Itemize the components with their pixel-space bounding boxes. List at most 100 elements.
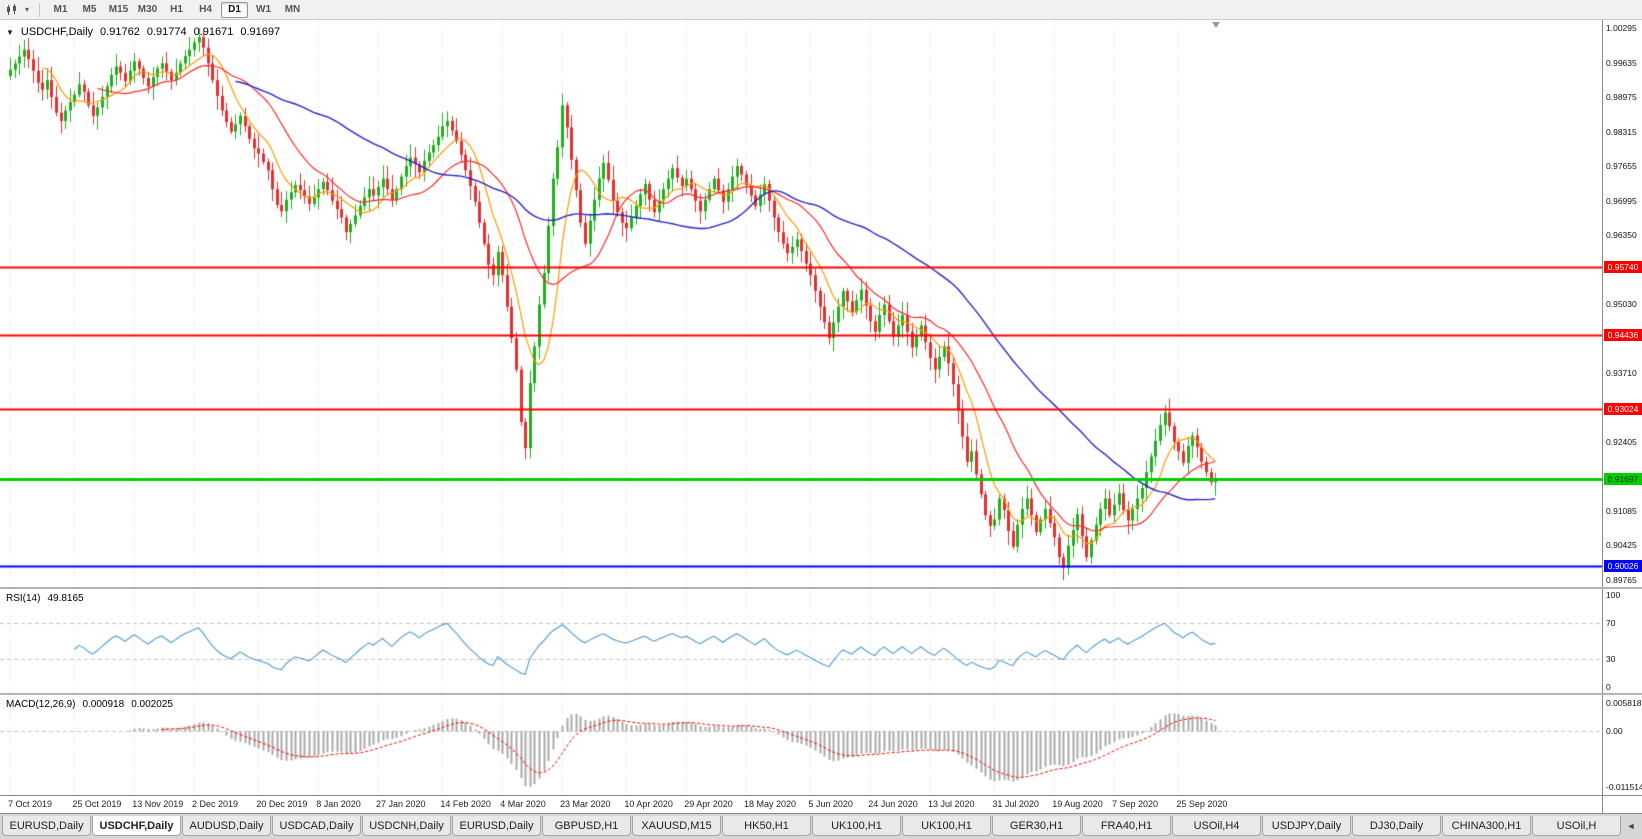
price-tick-label: 0.96350 bbox=[1606, 229, 1637, 240]
chart-tab-china300-h1[interactable]: CHINA300,H1 bbox=[1442, 816, 1531, 836]
date-tick-label: 7 Oct 2019 bbox=[8, 799, 53, 809]
chart-tab-usdcad-daily[interactable]: USDCAD,Daily bbox=[272, 816, 361, 836]
price-axis[interactable]: 1.00295 0.99635 0.98975 0.98315 0.97655 0.969… bbox=[1602, 20, 1642, 587]
chart-shift-marker[interactable] bbox=[1212, 22, 1220, 28]
open-value: 0.91762 bbox=[100, 26, 140, 38]
timeframe-button-D1[interactable]: D1 bbox=[221, 1, 248, 18]
toolbar-separator bbox=[39, 2, 40, 17]
chart-tab-fra40-h1[interactable]: FRA40,H1 bbox=[1082, 816, 1171, 836]
date-tick-label: 25 Sep 2020 bbox=[1176, 799, 1228, 809]
price-tick-label: 0.98975 bbox=[1606, 92, 1637, 103]
price-tick-label: 1.00295 bbox=[1606, 23, 1637, 33]
chart-tab-usoil-h4[interactable]: USOil,H4 bbox=[1172, 816, 1261, 836]
timeframe-button-W1[interactable]: W1 bbox=[256, 4, 271, 15]
timeframe-button-H4[interactable]: H4 bbox=[199, 4, 212, 15]
date-tick-label: 4 Mar 2020 bbox=[500, 799, 546, 809]
chart-tab-hk50-h1[interactable]: HK50,H1 bbox=[722, 816, 811, 836]
timeframe-button-M30[interactable]: M30 bbox=[137, 4, 158, 15]
date-tick-label: 14 Feb 2020 bbox=[440, 799, 491, 809]
date-tick-label: 2 Dec 2019 bbox=[192, 799, 239, 809]
tab-scroll-left-icon[interactable]: ◄ bbox=[1626, 821, 1636, 831]
date-tick-label: 23 Mar 2020 bbox=[560, 799, 611, 809]
macd-tick-label: 0.00 bbox=[1606, 726, 1623, 737]
price-level-tag: 0.95740 bbox=[1604, 260, 1642, 273]
chart-tab-usdjpy-daily[interactable]: USDJPY,Daily bbox=[1262, 816, 1351, 836]
macd-pane[interactable]: MACD(12,26,9) 0.000918 0.002025 bbox=[0, 695, 1602, 795]
pane-separator[interactable] bbox=[0, 693, 1642, 695]
close-value: 0.91697 bbox=[240, 26, 281, 38]
price-tick-label: 0.90425 bbox=[1606, 540, 1637, 551]
price-chart-canvas[interactable] bbox=[0, 20, 1602, 587]
date-tick-label: 13 Nov 2019 bbox=[132, 799, 184, 809]
chart-tab-eurusd-daily[interactable]: EURUSD,Daily bbox=[452, 816, 541, 836]
timeframe-button-group: M1 M5 M15 M30 H1 H4 D1 W1 MN bbox=[47, 1, 306, 18]
macd-chart-canvas[interactable] bbox=[0, 695, 1602, 795]
price-pane[interactable]: ▼ USDCHF,Daily 0.91762 0.91774 0.91671 0… bbox=[0, 20, 1602, 587]
rsi-tick-label: 70 bbox=[1606, 617, 1616, 628]
chart-tab-gbpusd-h1[interactable]: GBPUSD,H1 bbox=[542, 816, 631, 836]
axis-corner bbox=[1602, 795, 1642, 813]
price-tick-label: 0.89765 bbox=[1606, 575, 1637, 585]
timeframe-button-M15[interactable]: M15 bbox=[108, 4, 129, 15]
macd-name: MACD(12,26,9) bbox=[6, 699, 76, 710]
price-tick-label: 0.92405 bbox=[1606, 436, 1637, 447]
price-level-tag: 0.90026 bbox=[1604, 560, 1642, 573]
rsi-value: 49.8165 bbox=[47, 593, 84, 604]
rsi-chart-canvas[interactable] bbox=[0, 589, 1602, 693]
chart-tab-audusd-daily[interactable]: AUDUSD,Daily bbox=[182, 816, 271, 836]
rsi-tick-label: 0 bbox=[1606, 682, 1611, 692]
timeframe-button-MN[interactable]: MN bbox=[284, 4, 301, 15]
rsi-pane[interactable]: RSI(14) 49.8165 bbox=[0, 589, 1602, 693]
chart-tab-dj30-daily[interactable]: DJ30,Daily bbox=[1352, 816, 1441, 836]
low-value: 0.91671 bbox=[193, 26, 234, 38]
chart-tab-eurusd-daily[interactable]: EURUSD,Daily bbox=[2, 816, 91, 836]
chart-tab-usdchf-daily[interactable]: USDCHF,Daily bbox=[92, 816, 181, 836]
date-tick-label: 13 Jul 2020 bbox=[928, 799, 975, 809]
price-tick-label: 0.97655 bbox=[1606, 161, 1637, 172]
symbol-quick-nav-icon[interactable]: ▼ bbox=[6, 27, 14, 37]
macd-main-value: 0.000918 bbox=[82, 699, 125, 710]
chart-tab-uk100-h1[interactable]: UK100,H1 bbox=[812, 816, 901, 836]
timeframe-button-H1[interactable]: H1 bbox=[170, 4, 183, 15]
macd-tick-label: 0.005818 bbox=[1606, 698, 1642, 708]
chart-candles-icon[interactable] bbox=[4, 2, 20, 18]
timeframe-toolbar: ▾ M1 M5 M15 M30 H1 H4 D1 W1 MN bbox=[0, 0, 1642, 20]
high-value: 0.91774 bbox=[146, 26, 187, 38]
date-tick-label: 18 May 2020 bbox=[744, 799, 797, 809]
price-level-tag: 0.93024 bbox=[1604, 403, 1642, 416]
date-tick-label: 5 Jun 2020 bbox=[808, 799, 853, 809]
date-tick-label: 25 Oct 2019 bbox=[72, 799, 122, 809]
date-tick-label: 27 Jan 2020 bbox=[376, 799, 426, 809]
timeframe-button-M1[interactable]: M1 bbox=[53, 4, 68, 15]
chart-tab-ger30-h1[interactable]: GER30,H1 bbox=[992, 816, 1081, 836]
chart-tab-xauusd-m15[interactable]: XAUUSD,M15 bbox=[632, 816, 721, 836]
date-tick-label: 10 Apr 2020 bbox=[624, 799, 673, 809]
time-axis[interactable]: 7 Oct 2019 25 Oct 2019 13 Nov 2019 2 Dec 20… bbox=[0, 795, 1602, 813]
chart-tab-uk100-h1[interactable]: UK100,H1 bbox=[902, 816, 991, 836]
rsi-tick-label: 30 bbox=[1606, 654, 1616, 665]
chart-tab-usdcnh-daily[interactable]: USDCNH,Daily bbox=[362, 816, 451, 836]
price-tick-label: 0.93710 bbox=[1606, 368, 1637, 379]
price-tick-label: 0.98315 bbox=[1606, 126, 1637, 137]
macd-indicator-label: MACD(12,26,9) 0.000918 0.002025 bbox=[6, 699, 173, 710]
chart-ohlc-header: ▼ USDCHF,Daily 0.91762 0.91774 0.91671 0… bbox=[6, 26, 280, 38]
timeframe-button-M5[interactable]: M5 bbox=[82, 4, 97, 15]
rsi-axis: 100 70 30 0 bbox=[1602, 589, 1642, 693]
date-tick-label: 24 Jun 2020 bbox=[868, 799, 918, 809]
macd-tick-label: -0.011514 bbox=[1606, 782, 1642, 792]
price-level-tag: 0.91697 bbox=[1604, 472, 1642, 485]
price-tick-label: 0.96995 bbox=[1606, 195, 1637, 206]
date-tick-label: 7 Sep 2020 bbox=[1112, 799, 1159, 809]
pane-separator[interactable] bbox=[0, 587, 1642, 589]
date-tick-label: 31 Jul 2020 bbox=[992, 799, 1039, 809]
date-tick-label: 19 Aug 2020 bbox=[1052, 799, 1103, 809]
rsi-tick-label: 100 bbox=[1606, 590, 1621, 600]
chart-type-dropdown-icon[interactable]: ▾ bbox=[24, 5, 29, 14]
chart-tab-usoil-h[interactable]: USOil,H bbox=[1532, 816, 1621, 836]
price-tick-label: 0.99635 bbox=[1606, 57, 1637, 68]
chart-area: ▼ USDCHF,Daily 0.91762 0.91774 0.91671 0… bbox=[0, 20, 1642, 813]
rsi-indicator-label: RSI(14) 49.8165 bbox=[6, 593, 84, 604]
price-level-tag: 0.94436 bbox=[1604, 329, 1642, 342]
macd-axis: 0.005818 0.00 -0.011514 bbox=[1602, 695, 1642, 795]
